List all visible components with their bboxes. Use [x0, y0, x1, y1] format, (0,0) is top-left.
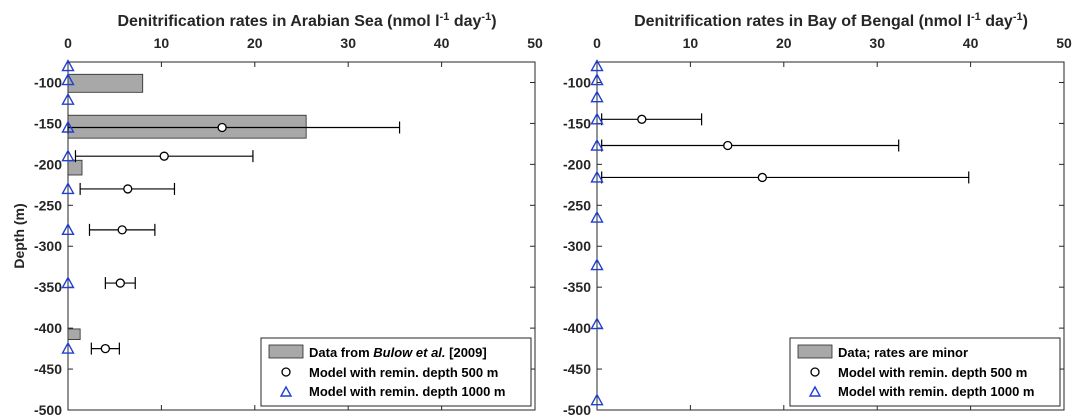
model-1000-point	[590, 393, 604, 406]
data-bar	[67, 114, 307, 139]
y-tick-label: -500	[563, 402, 591, 417]
model-500-point	[100, 343, 111, 354]
chart-title: Denitrification rates in Arabian Sea (nm…	[117, 11, 496, 30]
y-tick-label: -150	[34, 115, 62, 131]
model-1000-point	[61, 59, 75, 72]
title-text: day	[981, 13, 1013, 30]
data-bar	[67, 328, 81, 340]
model-1000-point	[61, 222, 75, 236]
x-tick-label: 20	[776, 35, 792, 51]
model-1000-point	[590, 210, 604, 223]
x-tick-label: 10	[683, 35, 699, 51]
model-1000-point	[61, 92, 75, 105]
model-1000-point	[590, 138, 604, 151]
x-tick-label: 20	[247, 35, 263, 51]
legend-triangle-icon	[279, 385, 293, 397]
legend-bar-label: Data from Bulow et al. [2009]	[309, 345, 487, 360]
model-500-point	[723, 140, 733, 151]
model-1000-point	[590, 258, 604, 271]
chart-panel-2: Denitrification rates in Bay of Bengal (…	[563, 11, 1072, 417]
title-text: )	[491, 13, 496, 30]
model-1000-point	[590, 170, 604, 183]
model-1000-point	[590, 59, 604, 72]
model-1000-point	[61, 276, 75, 289]
y-tick-label: -450	[563, 361, 591, 377]
x-tick-label: 50	[527, 35, 543, 51]
title-text: Denitrification rates in Arabian Sea (nm…	[117, 13, 439, 30]
legend-triangle-label: Model with remin. depth 1000 m	[309, 384, 505, 399]
x-tick-label: 0	[64, 35, 72, 51]
chart-title: Denitrification rates in Bay of Bengal (…	[634, 11, 1028, 30]
y-tick-label: -300	[563, 238, 591, 254]
model-1000-point	[61, 120, 75, 133]
legend-bar-italic: Bulow et al.	[373, 345, 445, 360]
model-1000-point	[590, 90, 604, 103]
title-text: Denitrification rates in Bay of Bengal (…	[634, 13, 971, 30]
model-500-point	[637, 114, 647, 124]
x-tick-label: 30	[869, 35, 885, 51]
y-tick-label: -250	[34, 197, 62, 213]
chart-panel-1: Denitrification rates in Arabian Sea (nm…	[11, 11, 543, 417]
y-tick-label: -200	[563, 156, 591, 172]
title-superscript: -1	[481, 11, 491, 23]
model-1000-point	[590, 73, 604, 86]
model-500-point	[117, 225, 127, 235]
legend-bar-swatch	[797, 344, 833, 359]
legend-box	[260, 337, 532, 407]
model-1000-point	[61, 341, 75, 354]
y-tick-label: -350	[563, 279, 591, 295]
model-500-point	[123, 184, 133, 194]
legend-bar-swatch	[268, 344, 304, 359]
title-superscript: -1	[1013, 11, 1023, 23]
x-tick-label: 10	[154, 35, 170, 51]
title-text: day	[449, 13, 481, 30]
y-tick-label: -100	[563, 74, 591, 90]
data-bar	[67, 159, 83, 176]
legend-circle-label: Model with remin. depth 500 m	[838, 365, 1027, 380]
y-tick-label: -150	[563, 115, 591, 131]
x-tick-label: 50	[1056, 35, 1072, 51]
y-tick-label: -450	[34, 361, 62, 377]
legend-bar-suffix: [2009]	[446, 345, 487, 360]
y-tick-label: -500	[34, 402, 62, 417]
title-superscript: -1	[440, 11, 450, 23]
model-1000-point	[61, 73, 75, 86]
model-500-point	[115, 278, 125, 288]
x-tick-label: 0	[593, 35, 601, 51]
legend-bar-label: Data; rates are minor	[838, 345, 968, 360]
legend-bar-prefix: Data; rates are minor	[838, 345, 968, 360]
data-bar	[67, 73, 144, 93]
model-1000-point	[61, 181, 75, 195]
y-tick-label: -300	[34, 238, 62, 254]
legend: Data; rates are minor Model with remin. d…	[789, 337, 1061, 407]
legend-circle-icon	[810, 367, 820, 377]
x-tick-label: 40	[434, 35, 450, 51]
y-tick-label: -100	[34, 74, 62, 90]
y-tick-label: -400	[563, 320, 591, 336]
model-1000-point	[590, 112, 604, 125]
legend-triangle-label: Model with remin. depth 1000 m	[838, 384, 1034, 399]
model-500-point	[757, 172, 767, 183]
x-tick-label: 30	[340, 35, 356, 51]
legend-bar-prefix: Data from	[309, 345, 373, 360]
title-text: )	[1023, 13, 1028, 30]
legend-circle-icon	[281, 367, 291, 377]
y-tick-label: -200	[34, 156, 62, 172]
x-tick-label: 40	[963, 35, 979, 51]
legend-box	[789, 337, 1061, 407]
y-axis-label: Depth (m)	[11, 203, 27, 268]
legend: Data from Bulow et al. [2009] Model with …	[260, 337, 532, 407]
model-1000-point	[61, 149, 75, 162]
y-tick-label: -250	[563, 197, 591, 213]
legend-triangle-icon	[808, 385, 822, 397]
model-500-point	[159, 151, 169, 161]
model-1000-point	[590, 317, 604, 330]
title-superscript: -1	[971, 11, 981, 23]
y-tick-label: -400	[34, 320, 62, 336]
y-tick-label: -350	[34, 279, 62, 295]
model-500-point	[217, 122, 227, 133]
legend-circle-label: Model with remin. depth 500 m	[309, 365, 498, 380]
